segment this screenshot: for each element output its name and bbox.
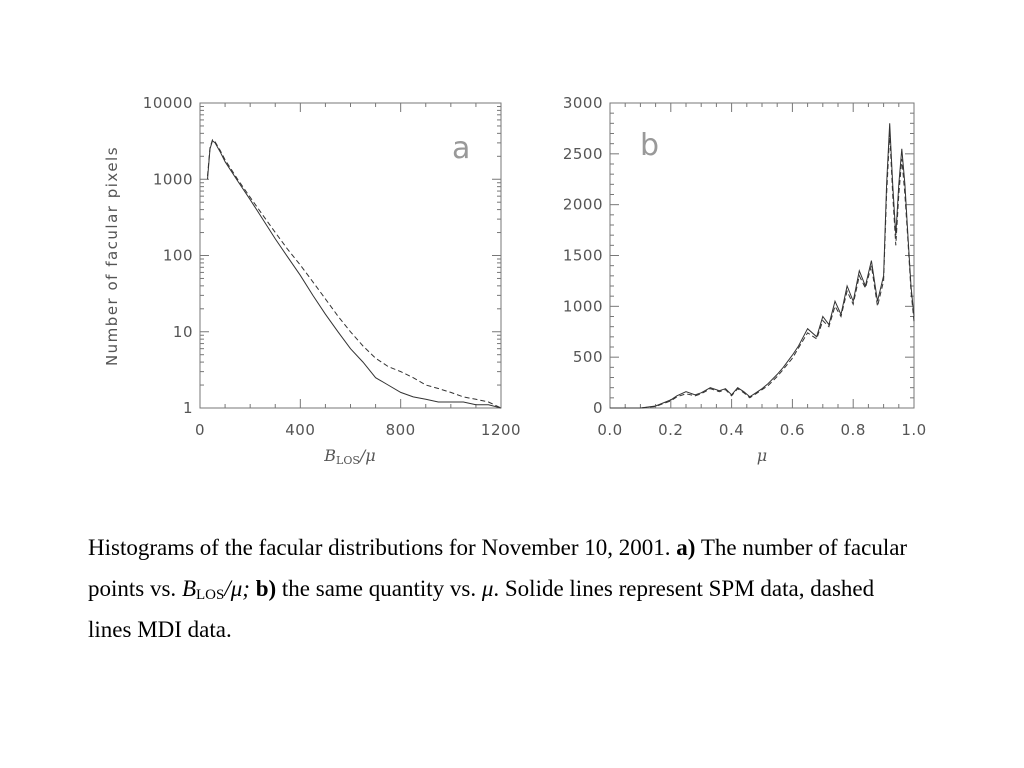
panel-b-series — [610, 123, 915, 409]
panel-a-x-tick-label: 400 — [285, 421, 315, 439]
panel-b-y-tick-label: 1000 — [563, 297, 603, 315]
panel-a-series — [207, 138, 502, 409]
panel-b-series-dashed — [610, 133, 915, 409]
panel-a-x-tick-label: 800 — [386, 421, 416, 439]
panel-a-series-dashed — [207, 138, 502, 409]
panel-b-y-tick-label: 3000 — [563, 94, 603, 112]
panel-b-x-tick-label: 0.8 — [841, 421, 866, 439]
panel-a-x-axis-label: BLOS/μ — [323, 446, 375, 467]
panel-b-y-tick-label: 2500 — [563, 145, 603, 163]
caption-b-tail: /μ; — [224, 576, 250, 601]
panel-b-y-tick-label: 0 — [593, 399, 603, 417]
panel-a-y-tick-label: 1000 — [153, 170, 193, 188]
panel-a-y-axis-label: Number of facular pixels — [103, 146, 121, 366]
panel-b-ticks: 0.0 0.2 0.4 0.6 0.8 1.0 0 500 1000 1500 2000 2500 30… — [563, 94, 926, 439]
panel-b-y-tick-label: 2000 — [563, 196, 603, 214]
figure-caption: Histograms of the facular distributions … — [88, 527, 908, 650]
caption-a-text: The number of facular points vs. — [88, 535, 908, 601]
panel-b-series-solid — [610, 123, 915, 409]
panel-b-y-tick-label: 500 — [573, 348, 603, 366]
caption-b-text: the same quantity vs. — [281, 576, 477, 601]
panel-a-y-tick-label: 1 — [183, 399, 193, 417]
panel-b-x-tick-label: 1.0 — [901, 421, 926, 439]
caption-b-variable: B — [181, 576, 196, 601]
panel-b-x-tick-label: 0.4 — [719, 421, 744, 439]
panel-a-x-tick-label: 0 — [195, 421, 205, 439]
panel-a-y-tick-label: 100 — [163, 247, 193, 265]
panel-b-x-tick-label: 0.2 — [658, 421, 683, 439]
panel-b-x-tick-label: 0.0 — [597, 421, 622, 439]
caption-a-label: a) — [676, 535, 696, 560]
caption-intro: Histograms of the facular distributions … — [88, 535, 671, 560]
panel-b-x-axis-label: μ — [757, 446, 767, 465]
panel-a-y-tick-label: 10000 — [143, 94, 193, 112]
panel-b-letter: b — [640, 128, 659, 163]
panel-a-series-solid — [207, 139, 502, 409]
panel-b-x-tick-label: 0.6 — [780, 421, 805, 439]
caption-b-label: b) — [255, 576, 277, 601]
caption-b-subscript: LOS — [196, 587, 225, 603]
panel-a-y-tick-label: 10 — [173, 323, 193, 341]
panel-b-histogram: 0.0 0.2 0.4 0.6 0.8 1.0 0 500 1000 1500 2000 2500 30… — [563, 94, 926, 465]
panel-a-letter: a — [452, 131, 470, 166]
caption-end: . Solide lines represent SPM data, dashe… — [88, 576, 875, 642]
caption-mu: μ — [481, 576, 494, 601]
panel-b-y-tick-label: 1500 — [563, 247, 603, 265]
panel-a-ticks: 0 400 800 1200 1 10 100 1000 10000 — [143, 94, 521, 439]
panel-a-histogram: 0 400 800 1200 1 10 100 1000 10000 a Number of f… — [103, 94, 521, 467]
panel-a-x-tick-label: 1200 — [481, 421, 521, 439]
